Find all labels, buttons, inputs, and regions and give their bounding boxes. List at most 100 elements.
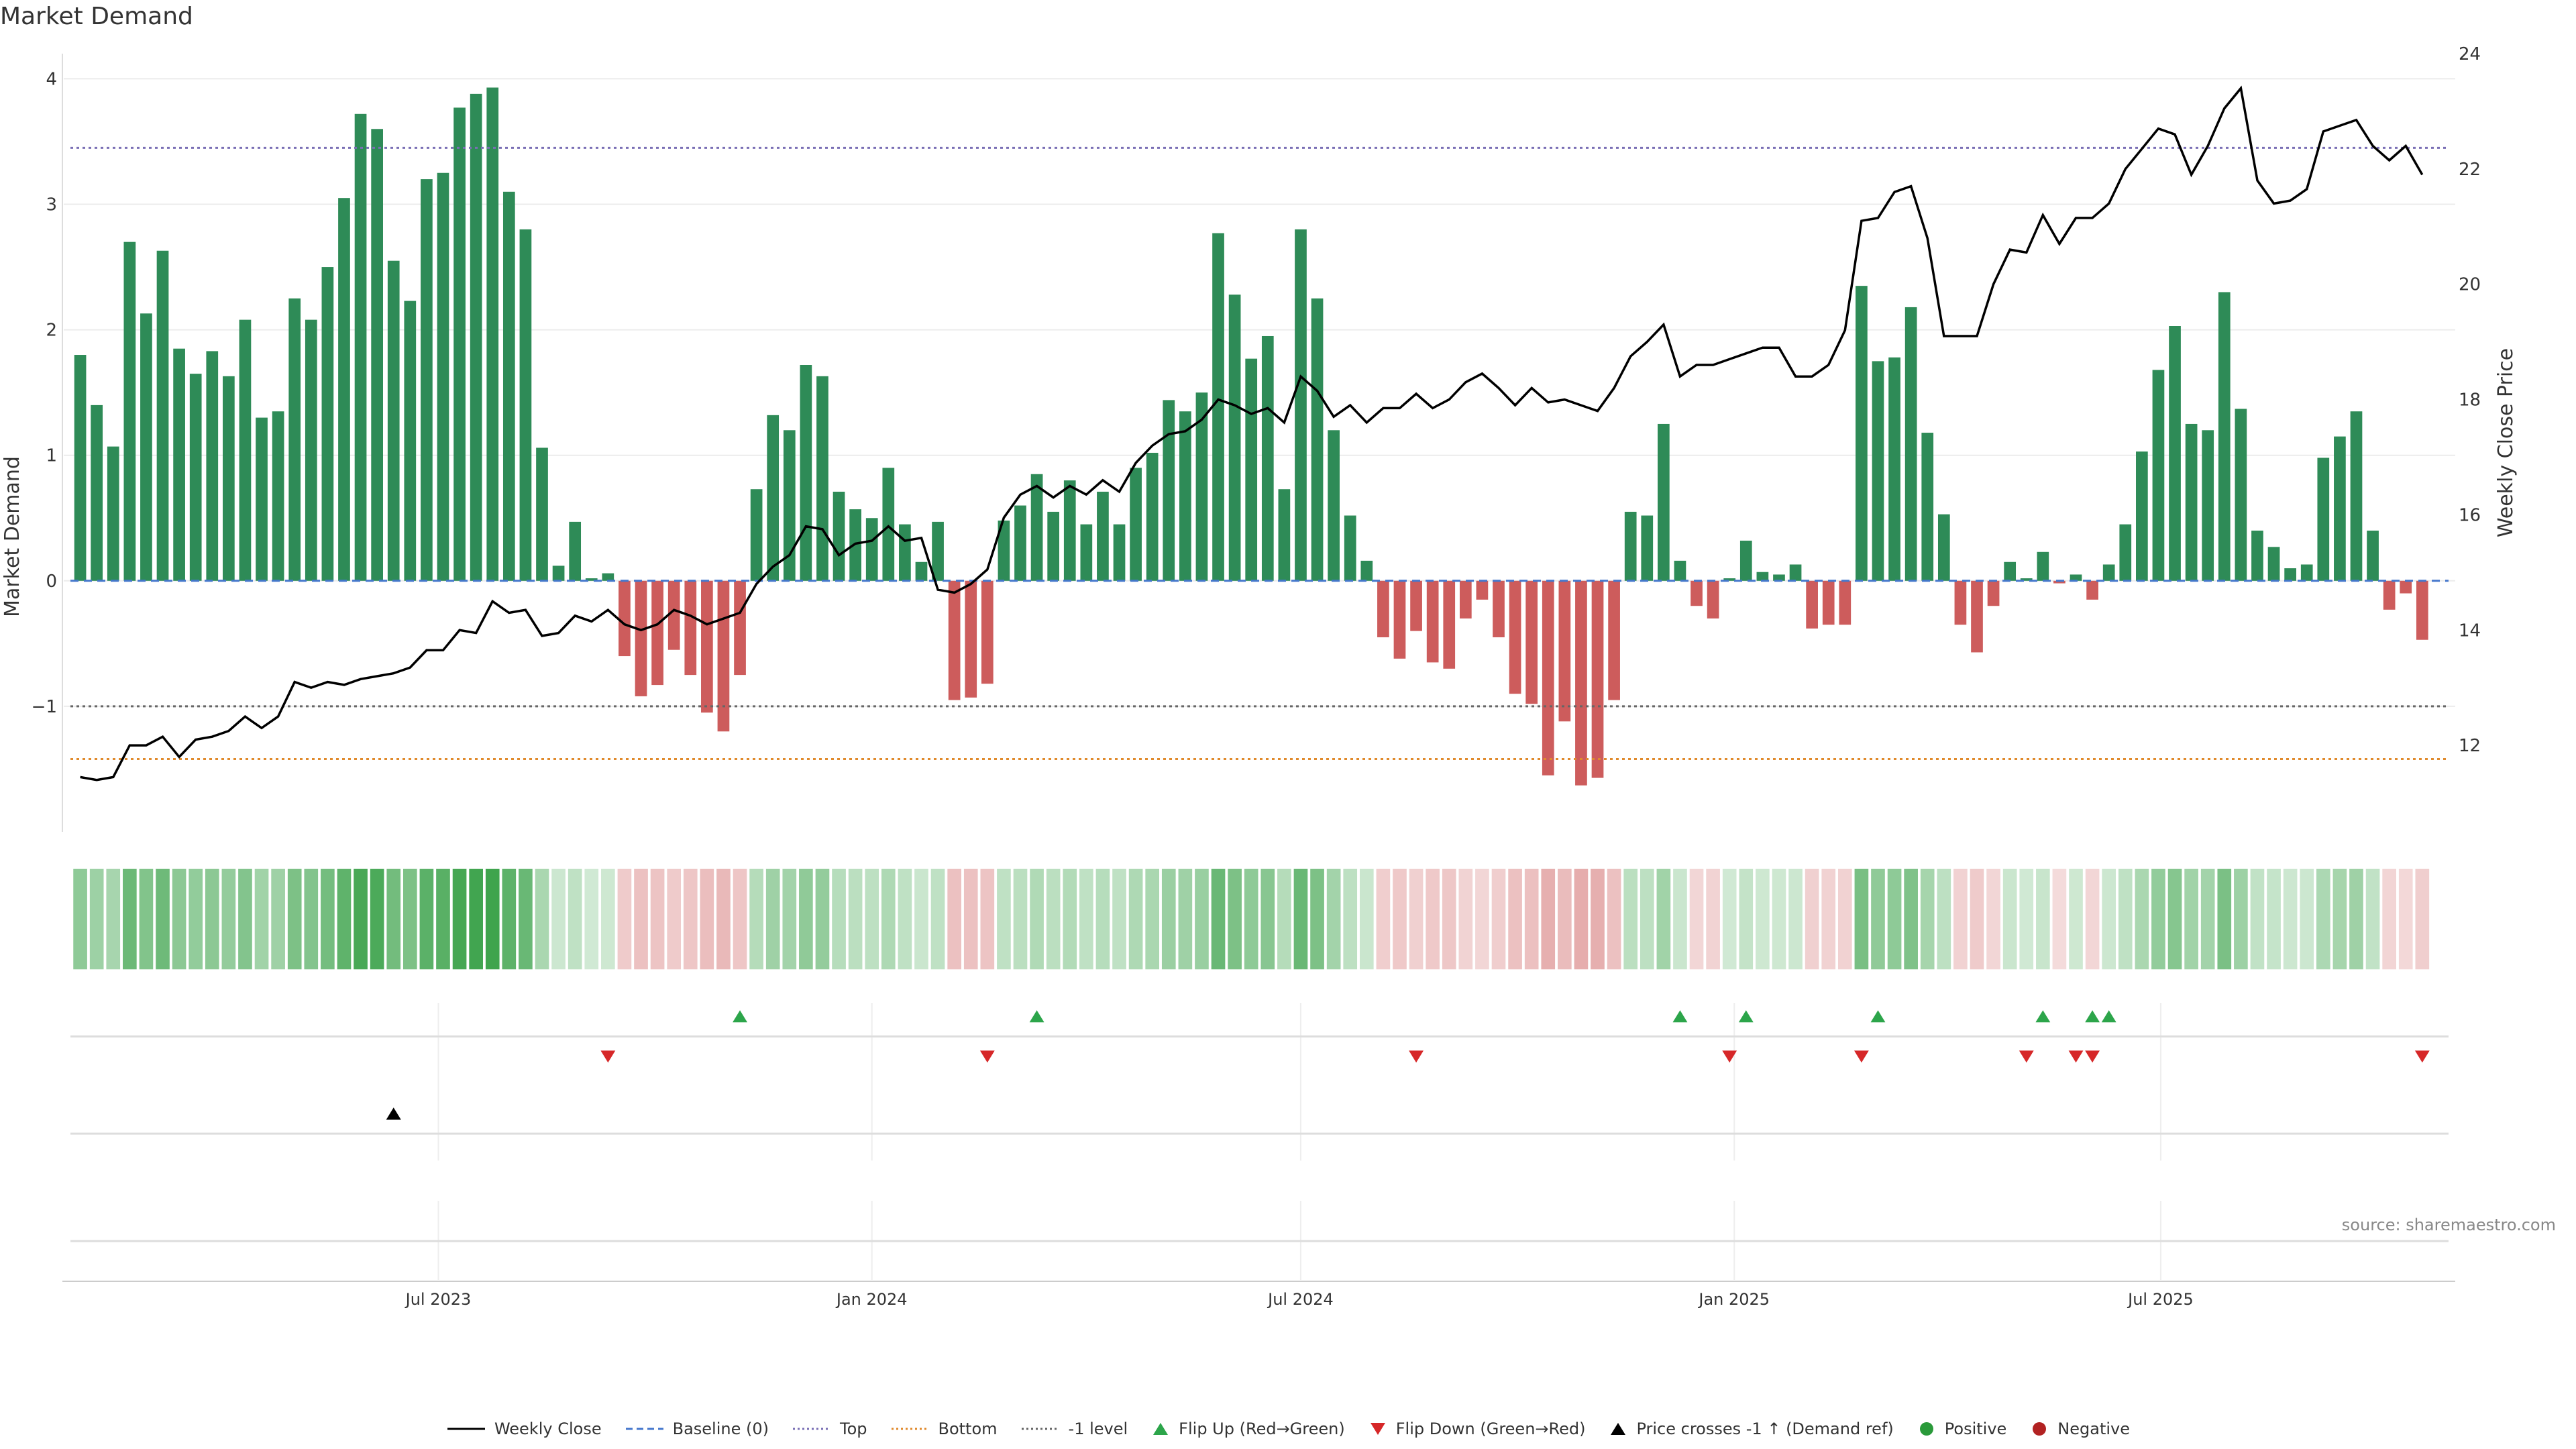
demand-heat-cell [1178, 869, 1193, 969]
demand-bar [2367, 530, 2379, 581]
demand-bar [404, 301, 417, 581]
demand-bar [1030, 474, 1043, 581]
legend-item: Positive [1917, 1419, 2006, 1438]
demand-bar [1591, 580, 1604, 778]
demand-bar [338, 198, 350, 581]
demand-heat-cell [2118, 869, 2133, 969]
demand-heat-cell [1656, 869, 1671, 969]
demand-bar [1987, 580, 2000, 606]
demand-heat-cell [287, 869, 302, 969]
demand-heat-cell [1079, 869, 1093, 969]
demand-bar [2350, 411, 2363, 581]
demand-heat-cell [1161, 869, 1176, 969]
demand-heat-cell [947, 869, 961, 969]
demand-heat-cell [205, 869, 219, 969]
legend-item: Bottom [890, 1419, 998, 1438]
demand-heat-cell [1558, 869, 1572, 969]
demand-heat-cell [1260, 869, 1275, 969]
demand-bar [272, 411, 284, 581]
demand-heat-cell [535, 869, 549, 969]
demand-bar [684, 580, 697, 676]
demand-heat-cell [1887, 869, 1902, 969]
demand-bar [1723, 578, 1736, 581]
legend-swatch [625, 1428, 663, 1430]
demand-heat-cell [815, 869, 830, 969]
demand-heat-cell [2002, 869, 2017, 969]
demand-heat-cell [1128, 869, 1143, 969]
legend-swatch [793, 1428, 830, 1430]
y2-tick-label: 24 [2459, 44, 2481, 64]
demand-bar [123, 241, 136, 581]
demand-bar [948, 580, 961, 700]
x-tick-label: Jul 2023 [405, 1290, 472, 1309]
flip-up-marker [733, 1010, 748, 1022]
flip-up-marker [2085, 1010, 2100, 1022]
demand-bar [932, 521, 944, 581]
demand-bar [453, 107, 466, 581]
demand-heat-cell [1591, 869, 1605, 969]
demand-bar [1888, 357, 1900, 581]
flip-up-marker [1870, 1010, 1886, 1022]
demand-bar [1822, 580, 1835, 625]
legend-label: Bottom [938, 1419, 998, 1438]
legend-swatch [2033, 1422, 2047, 1436]
legend-label: Baseline (0) [672, 1419, 769, 1438]
demand-bar [651, 580, 663, 686]
demand-bar [74, 355, 87, 581]
legend-item: Top [792, 1419, 867, 1438]
demand-heat-cell [1359, 869, 1374, 969]
demand-bar [1756, 572, 1769, 581]
demand-heat-cell [1195, 869, 1209, 969]
demand-bar [2070, 574, 2082, 581]
demand-bar [1179, 411, 1191, 581]
y2-tick-label: 20 [2459, 275, 2481, 295]
demand-heat-cell [502, 869, 517, 969]
demand-bar [1311, 298, 1324, 581]
demand-bar [1641, 515, 1654, 581]
demand-heat-cell [370, 869, 384, 969]
demand-heat-cell [2234, 869, 2248, 969]
demand-bar [1443, 580, 1456, 669]
demand-heat-cell [1541, 869, 1556, 969]
flip-down-marker [600, 1051, 616, 1063]
demand-heat-cell [2085, 869, 2100, 969]
demand-bar [470, 93, 482, 581]
demand-heat-cell [1293, 869, 1308, 969]
x-tick-label: Jan 2024 [835, 1290, 908, 1309]
demand-heat-cell [304, 869, 319, 969]
y-tick-label: 2 [46, 321, 57, 341]
demand-bar [1426, 580, 1439, 663]
demand-bar [2400, 580, 2412, 594]
demand-bar [1707, 580, 1719, 619]
demand-heat-cell [1821, 869, 1836, 969]
demand-heat-cell [1491, 869, 1506, 969]
demand-bar [915, 561, 928, 581]
demand-bar [1360, 560, 1373, 581]
demand-heat-cell [683, 869, 698, 969]
demand-heat-cell [254, 869, 269, 969]
demand-bar [1410, 580, 1422, 631]
y2-tick-label: 16 [2459, 505, 2481, 525]
demand-heat-cell [469, 869, 483, 969]
demand-heat-cell [386, 869, 401, 969]
demand-bar [585, 578, 598, 581]
demand-bar [1377, 580, 1389, 637]
demand-heat-cell [1277, 869, 1291, 969]
demand-bar [2383, 580, 2396, 610]
demand-heat-cell [73, 869, 87, 969]
demand-heat-cell [2184, 869, 2198, 969]
demand-bar [189, 374, 202, 581]
demand-bar [1014, 505, 1026, 581]
demand-bar [354, 113, 367, 581]
demand-heat-cell [2052, 869, 2067, 969]
demand-heat-cell [337, 869, 352, 969]
demand-heat-cell [1805, 869, 1819, 969]
demand-bar [2152, 370, 2165, 581]
demand-bar [899, 524, 911, 581]
demand-bar [1575, 580, 1587, 786]
demand-heat-cell [568, 869, 582, 969]
source-credit: source: sharemaestro.com [2341, 1216, 2556, 1234]
demand-heat-cell [1854, 869, 1869, 969]
demand-bar [321, 267, 334, 581]
demand-bar [1130, 468, 1142, 581]
